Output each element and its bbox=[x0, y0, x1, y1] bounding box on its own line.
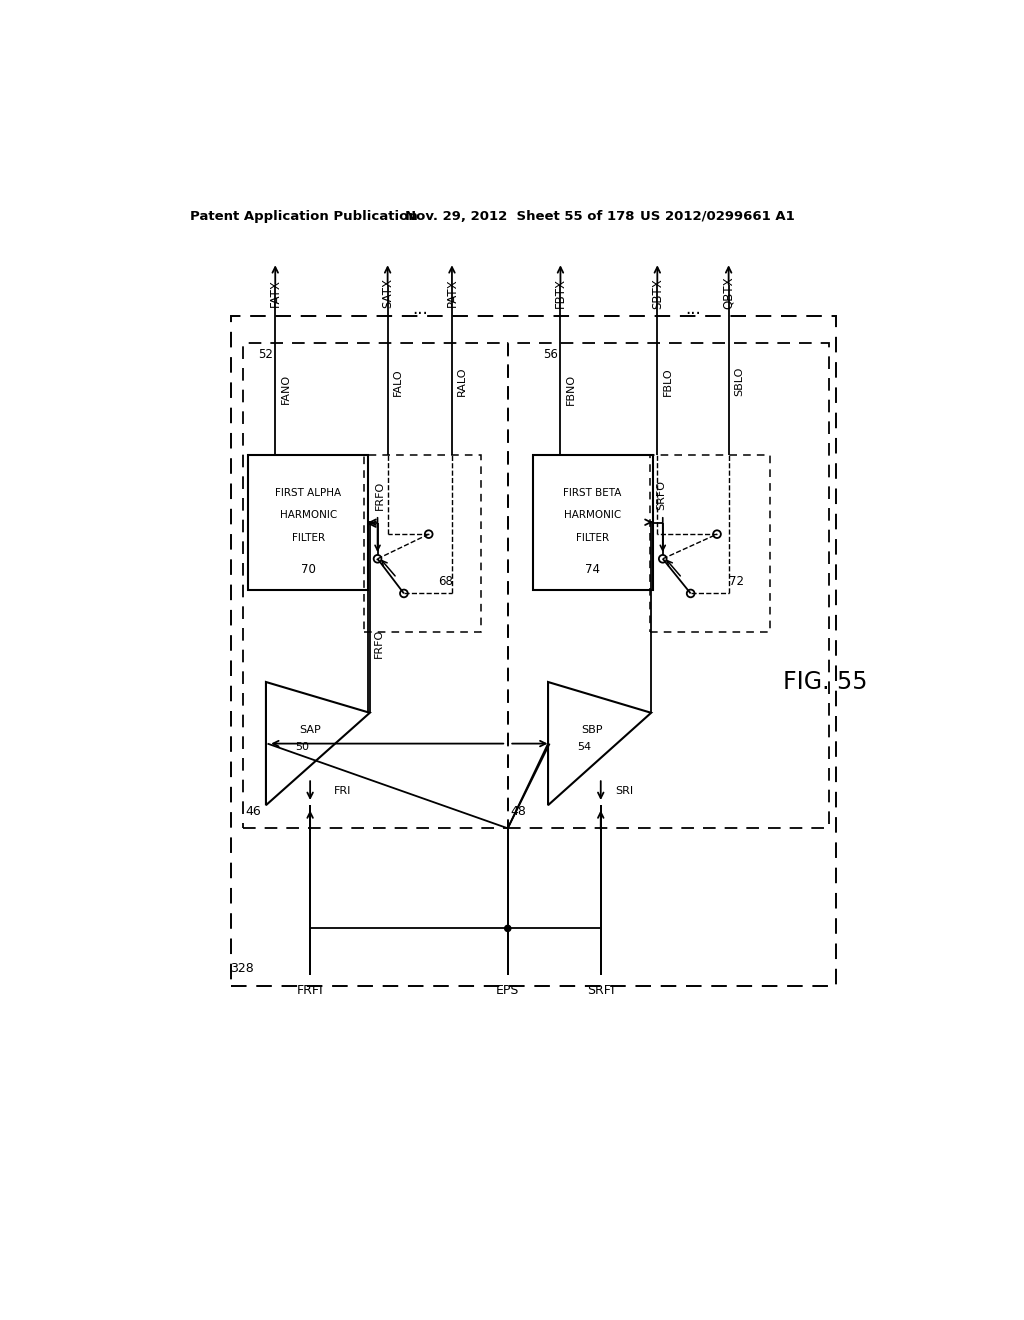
Text: FIG. 55: FIG. 55 bbox=[783, 671, 867, 694]
Text: ...: ... bbox=[685, 300, 700, 318]
Text: RALO: RALO bbox=[458, 367, 467, 396]
Text: FIRST ALPHA: FIRST ALPHA bbox=[275, 487, 341, 498]
Text: SRFI: SRFI bbox=[587, 983, 614, 997]
Text: Nov. 29, 2012  Sheet 55 of 178: Nov. 29, 2012 Sheet 55 of 178 bbox=[406, 210, 635, 223]
Text: PATX: PATX bbox=[445, 279, 459, 308]
Text: 48: 48 bbox=[511, 804, 526, 817]
Text: SBP: SBP bbox=[581, 725, 602, 735]
Text: QBTX: QBTX bbox=[722, 277, 735, 309]
Text: FILTER: FILTER bbox=[292, 533, 325, 544]
Text: 74: 74 bbox=[585, 562, 600, 576]
Text: 52: 52 bbox=[258, 348, 272, 362]
Text: 50: 50 bbox=[295, 742, 309, 752]
Text: FALO: FALO bbox=[393, 368, 403, 396]
Text: 68: 68 bbox=[438, 576, 453, 589]
Text: 328: 328 bbox=[230, 962, 254, 975]
Text: 54: 54 bbox=[578, 742, 591, 752]
Text: ...: ... bbox=[412, 300, 428, 318]
Text: SBLO: SBLO bbox=[734, 367, 744, 396]
Text: EPS: EPS bbox=[496, 983, 519, 997]
Text: FRFO: FRFO bbox=[374, 628, 384, 659]
Text: HARMONIC: HARMONIC bbox=[280, 511, 337, 520]
Text: FBLO: FBLO bbox=[663, 367, 673, 396]
Text: FATX: FATX bbox=[268, 280, 282, 308]
Text: FRFI: FRFI bbox=[297, 983, 324, 997]
Text: SRI: SRI bbox=[615, 787, 633, 796]
Text: SBTX: SBTX bbox=[651, 277, 664, 309]
Text: HARMONIC: HARMONIC bbox=[564, 511, 622, 520]
Text: US 2012/0299661 A1: US 2012/0299661 A1 bbox=[640, 210, 795, 223]
Text: FILTER: FILTER bbox=[577, 533, 609, 544]
Text: 46: 46 bbox=[246, 804, 261, 817]
Text: FRI: FRI bbox=[334, 787, 351, 796]
Text: FRFO: FRFO bbox=[375, 480, 385, 510]
Text: FBNO: FBNO bbox=[566, 374, 575, 405]
Text: FANO: FANO bbox=[281, 375, 291, 404]
Text: SRFO: SRFO bbox=[656, 480, 667, 511]
Text: SATX: SATX bbox=[381, 279, 394, 308]
Text: 70: 70 bbox=[301, 562, 315, 576]
Circle shape bbox=[505, 925, 511, 932]
Text: FBTX: FBTX bbox=[554, 279, 567, 308]
Text: 72: 72 bbox=[729, 576, 743, 589]
Text: 56: 56 bbox=[543, 348, 558, 362]
Text: FIRST BETA: FIRST BETA bbox=[563, 487, 622, 498]
Text: SAP: SAP bbox=[299, 725, 321, 735]
Text: Patent Application Publication: Patent Application Publication bbox=[190, 210, 418, 223]
